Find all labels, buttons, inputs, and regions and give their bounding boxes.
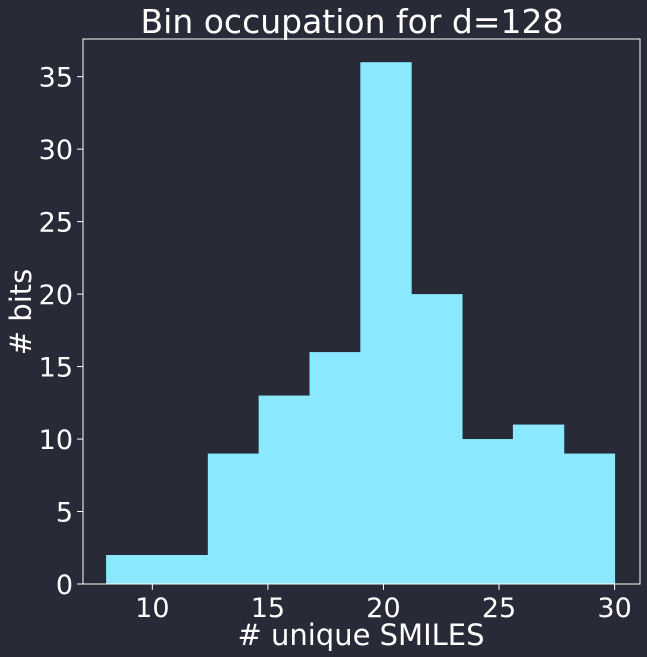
y-tick-label: 25 <box>39 208 73 239</box>
x-tick-label: 20 <box>366 593 400 624</box>
axes-frame <box>82 38 641 585</box>
x-axis-label: # unique SMILES <box>237 618 484 652</box>
bars-group <box>106 62 616 585</box>
histogram-bar <box>207 453 260 584</box>
histogram-bar <box>106 555 158 584</box>
y-ticks-group: 0 5 10 15 20 25 30 35 <box>39 63 83 601</box>
x-tick-label: 25 <box>482 593 516 624</box>
y-axis-label: # bits <box>4 269 38 355</box>
histogram-bar <box>411 294 463 584</box>
histogram-bar <box>462 439 514 584</box>
x-ticks-group: 10 15 20 25 30 <box>135 584 632 624</box>
histogram-bar <box>563 453 616 584</box>
histogram-bar <box>360 62 412 585</box>
chart-title: Bin occupation for d=128 <box>141 2 564 41</box>
histogram-bar <box>156 555 209 584</box>
histogram-bar <box>258 395 310 584</box>
x-tick-label: 30 <box>597 593 631 624</box>
histogram-bar <box>512 424 565 584</box>
y-tick-label: 20 <box>39 280 73 311</box>
x-tick-label: 15 <box>251 593 285 624</box>
y-tick-label: 0 <box>56 570 73 601</box>
y-tick-label: 15 <box>39 353 73 384</box>
y-tick-label: 5 <box>56 498 73 529</box>
y-tick-label: 35 <box>39 63 73 94</box>
y-tick-label: 10 <box>39 425 73 456</box>
histogram-bar <box>309 352 361 584</box>
x-tick-label: 10 <box>135 593 169 624</box>
y-tick-label: 30 <box>39 135 73 166</box>
